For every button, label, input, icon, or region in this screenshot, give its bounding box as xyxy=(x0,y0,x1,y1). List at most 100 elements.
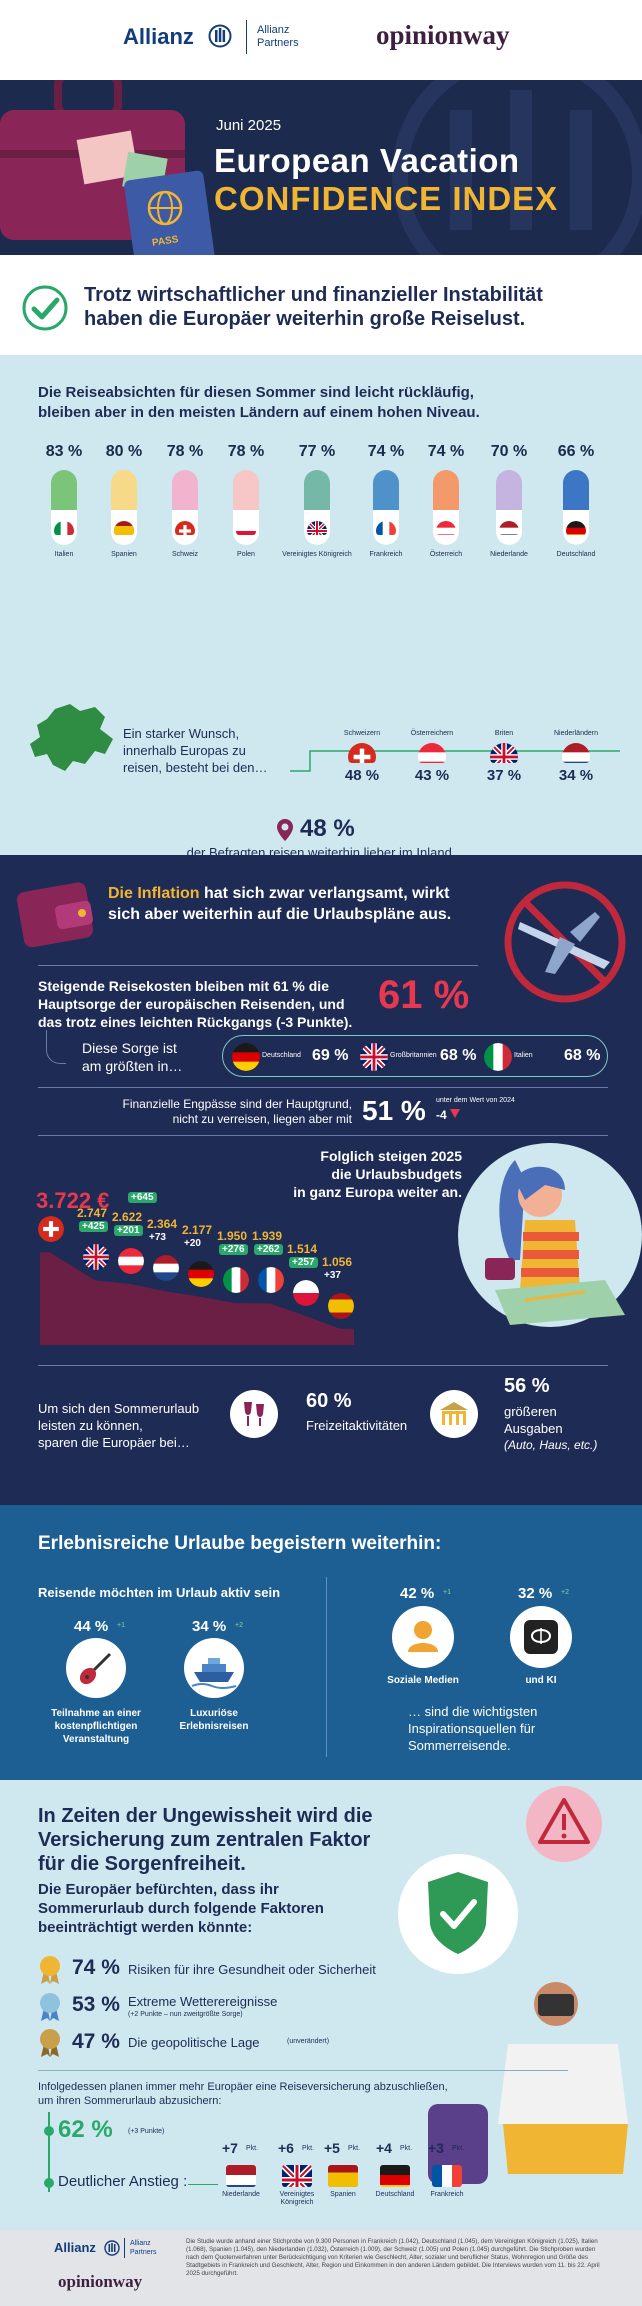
plan-text: Infolgedessen planen immer mehr Europäer… xyxy=(38,2080,448,2108)
budget-area-fill xyxy=(40,1252,354,1345)
wish-pct: 34 % xyxy=(558,767,594,784)
budget-value: 1.514 xyxy=(287,1241,318,1256)
worry-line2: am größten in… xyxy=(82,1058,183,1074)
rise-country-name: Niederlande xyxy=(222,2191,260,2198)
s2-delta: +2 xyxy=(561,1589,569,1596)
experience-divider xyxy=(326,1577,327,1757)
budget-delta: +645 xyxy=(128,1192,157,1204)
intent-pill-fill xyxy=(51,470,77,510)
budget-delta: +201 xyxy=(114,1224,143,1236)
budget-line2: die Urlaubsbudgets xyxy=(331,1166,462,1182)
rise-country-name: Vereinigtes Königreich xyxy=(279,2191,315,2206)
intent-headline-line2: bleiben aber in den meisten Ländern auf … xyxy=(38,404,480,421)
intent-country-name: Polen xyxy=(237,551,255,558)
budget-delta: +37 xyxy=(324,1269,341,1281)
intent-pct: 74 % xyxy=(427,443,465,460)
worry-pct: 68 % xyxy=(564,1047,601,1064)
travel-intent-section: Die Reiseabsichten für diesen Sommer sin… xyxy=(0,355,642,855)
wish-pct: 37 % xyxy=(486,767,522,784)
save-b-line2: Ausgaben xyxy=(504,1421,563,1436)
flag-nl-icon xyxy=(153,1255,179,1282)
flag-uk-icon xyxy=(282,2165,312,2187)
flag-pl-icon xyxy=(293,1279,319,1306)
bronze-medal-icon xyxy=(40,2029,60,2057)
inflation-divider xyxy=(38,965,478,966)
flag-pl-icon xyxy=(233,510,259,545)
traveler-woman-illustration xyxy=(458,1143,642,1327)
flag-ch-icon xyxy=(348,743,376,763)
rise-unit: Pkt. xyxy=(348,2145,361,2152)
intent-country-name: Vereinigtes Königreich xyxy=(282,551,352,558)
save-b-line3: (Auto, Haus, etc.) xyxy=(504,1438,598,1452)
intent-pill xyxy=(304,470,330,545)
fin-text: Finanzielle Engpässe sind der Hauptgrund… xyxy=(100,1097,352,1127)
rise-delta: +3 xyxy=(428,2140,444,2156)
rise-label: Deutlicher Anstieg : xyxy=(58,2173,188,2190)
budget-value: 2.747 xyxy=(77,1206,108,1221)
rise-delta: +5 xyxy=(324,2140,340,2156)
intent-pill xyxy=(172,470,198,545)
plan-pct: 62 % xyxy=(58,2116,113,2143)
experience-headline: Erlebnisreiche Urlaube begeistern weiter… xyxy=(38,1533,442,1554)
intent-pct: 70 % xyxy=(490,443,528,460)
flag-nl-icon xyxy=(496,510,522,545)
rise-dot xyxy=(44,2178,54,2188)
flag-at-icon xyxy=(433,510,459,545)
guitar-icon xyxy=(66,1638,126,1698)
intent-pill-fill xyxy=(111,470,137,510)
footer-allianz-logo: Allianz xyxy=(54,2240,96,2255)
sources-text: … sind die wichtigsten Inspirationsquell… xyxy=(408,1703,537,1754)
location-pin-icon xyxy=(277,819,293,841)
intent-country-name: Frankreich xyxy=(369,551,403,558)
budget-line1: Folglich steigen 2025 xyxy=(320,1148,462,1164)
logo-divider xyxy=(246,20,247,54)
ai-brain-icon xyxy=(510,1606,572,1668)
src-line2: Inspirationsquellen für xyxy=(408,1721,536,1736)
intent-pill-fill xyxy=(496,470,522,510)
rise-delta: +4 xyxy=(376,2140,392,2156)
social-media-icon xyxy=(392,1606,454,1668)
flag-uk-icon xyxy=(304,510,330,545)
a2-label: Luxuriöse Erlebnisreisen xyxy=(154,1707,274,1733)
claim-line2: haben die Europäer weiterhin große Reise… xyxy=(84,308,526,330)
intent-pill-fill xyxy=(172,470,198,510)
intent-pill-fill xyxy=(563,470,589,510)
budget-delta: +257 xyxy=(289,1256,318,1268)
photographer-illustration xyxy=(398,1854,628,2184)
rise-country-name: Frankreich xyxy=(430,2191,464,2198)
worry-country-name: Großbritannien xyxy=(390,1052,437,1059)
hero-title-line1: European Vacation xyxy=(214,142,520,179)
cost-line1: Steigende Reisekosten bleiben mit 61 % d… xyxy=(38,978,329,994)
intent-country-name: Italien xyxy=(54,551,74,558)
flag-ch-icon xyxy=(38,1216,64,1243)
fear-line2: Sommerurlaub durch folgende Faktoren xyxy=(38,1900,324,1917)
save-line1: Um sich den Sommerurlaub xyxy=(38,1401,200,1416)
flag-es-icon xyxy=(111,510,137,545)
suitcase-illustration xyxy=(0,80,216,255)
worry-bracket xyxy=(46,1030,66,1064)
r3-text: Die geopolitische Lage xyxy=(128,2035,260,2050)
fin-line2: nicht zu verreisen, liegen aber mit xyxy=(172,1112,352,1126)
insurance-section: In Zeiten der Ungewissheit wird die Vers… xyxy=(0,1780,642,2230)
inflation-section: Die Inflation hat sich zwar verlangsamt,… xyxy=(0,855,642,1505)
budget-delta: +73 xyxy=(149,1232,166,1244)
budget-value: 1.950 xyxy=(217,1229,248,1244)
footer-partners-line2: Partners xyxy=(130,2249,157,2256)
footer-logo-divider xyxy=(124,2238,125,2258)
r1-text: Risiken für ihre Gesundheit oder Sicherh… xyxy=(128,1962,376,1977)
r2-text: Extreme Wetterereignisse xyxy=(128,1994,278,2009)
budget-delta: +276 xyxy=(219,1244,248,1256)
cruise-ship-icon xyxy=(184,1638,244,1698)
src-line1: … sind die wichtigsten xyxy=(408,1704,538,1719)
intent-country-name: Spanien xyxy=(111,551,137,558)
wish-text: Ein starker Wunsch, innerhalb Europas zu… xyxy=(123,725,268,776)
footer-allianz-eagle-icon xyxy=(104,2240,120,2256)
budget-value: 2.177 xyxy=(182,1222,213,1237)
src-line3: Sommerreisende. xyxy=(408,1738,511,1753)
plan-dot xyxy=(44,2126,54,2136)
footer-opinionway-logo: opinionway xyxy=(58,2272,143,2291)
fin-divider-top xyxy=(38,1087,608,1088)
experience-section: Erlebnisreiche Urlaube begeistern weiter… xyxy=(0,1505,642,1780)
save-a-label: Freizeitaktivitäten xyxy=(306,1418,408,1433)
inflation-headline-highlight: Die Inflation xyxy=(108,885,200,902)
